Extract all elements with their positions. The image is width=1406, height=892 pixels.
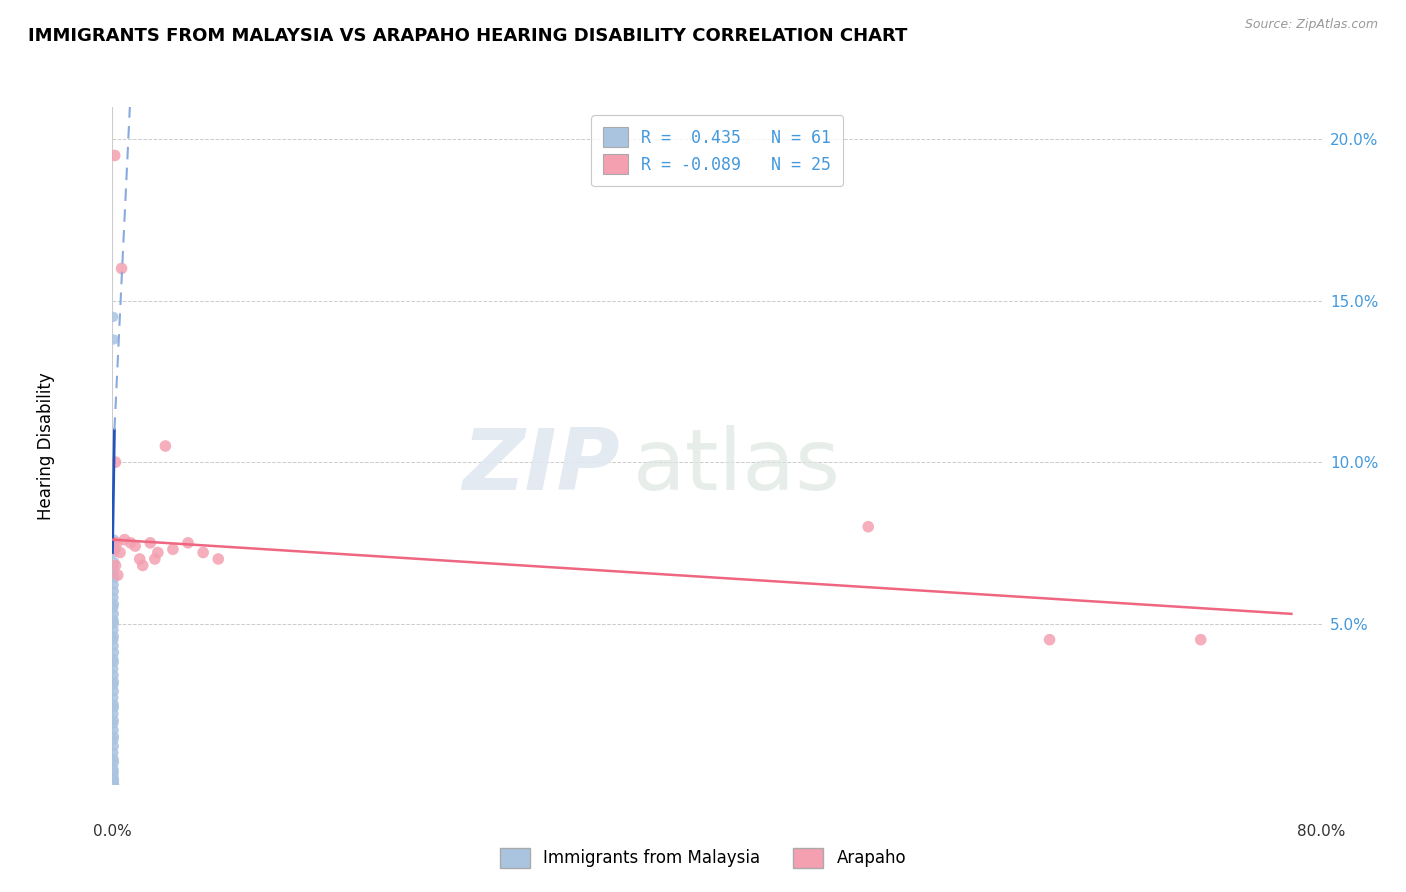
Point xyxy=(103,333,125,347)
Point xyxy=(191,545,215,559)
Point xyxy=(132,558,155,573)
Text: IMMIGRANTS FROM MALAYSIA VS ARAPAHO HEARING DISABILITY CORRELATION CHART: IMMIGRANTS FROM MALAYSIA VS ARAPAHO HEAR… xyxy=(28,27,907,45)
Point xyxy=(103,778,125,792)
Point xyxy=(103,310,125,324)
Point xyxy=(103,777,125,791)
Point xyxy=(104,558,127,573)
Text: 80.0%: 80.0% xyxy=(1298,823,1346,838)
Text: Hearing Disability: Hearing Disability xyxy=(37,372,55,520)
Point xyxy=(103,775,125,789)
Point xyxy=(177,536,200,550)
Point xyxy=(103,571,125,585)
Point xyxy=(103,674,125,689)
Point xyxy=(120,536,142,550)
Point xyxy=(103,533,125,547)
Point xyxy=(103,639,125,653)
Point xyxy=(103,777,125,791)
Point xyxy=(103,652,125,666)
Point xyxy=(128,552,150,566)
Legend: R =  0.435   N = 61, R = -0.089   N = 25: R = 0.435 N = 61, R = -0.089 N = 25 xyxy=(592,115,842,186)
Point xyxy=(103,646,125,660)
Point xyxy=(103,714,125,728)
Point xyxy=(103,756,125,770)
Point xyxy=(103,777,125,791)
Point xyxy=(103,762,125,776)
Point xyxy=(103,536,125,550)
Point xyxy=(103,723,125,737)
Text: atlas: atlas xyxy=(633,425,841,508)
Point xyxy=(103,778,125,792)
Point xyxy=(1189,632,1212,647)
Point xyxy=(104,542,127,557)
Point xyxy=(103,772,125,786)
Point xyxy=(103,768,125,782)
Point xyxy=(103,662,125,676)
Text: Source: ZipAtlas.com: Source: ZipAtlas.com xyxy=(1244,18,1378,31)
Point xyxy=(103,562,125,576)
Point xyxy=(103,777,125,791)
Point xyxy=(103,773,125,788)
Point xyxy=(103,778,125,792)
Point xyxy=(103,698,125,712)
Point xyxy=(103,600,125,615)
Point xyxy=(146,545,169,559)
Point xyxy=(103,584,125,599)
Text: 0.0%: 0.0% xyxy=(93,823,132,838)
Point xyxy=(103,746,125,760)
Point xyxy=(103,739,125,754)
Point xyxy=(103,613,125,627)
Point xyxy=(104,455,127,469)
Legend: Immigrants from Malaysia, Arapaho: Immigrants from Malaysia, Arapaho xyxy=(494,841,912,875)
Point xyxy=(103,555,125,569)
Point xyxy=(139,536,162,550)
Point xyxy=(103,778,125,792)
Point xyxy=(103,765,125,780)
Point xyxy=(103,655,125,669)
Point xyxy=(162,542,184,557)
Point xyxy=(103,690,125,705)
Point xyxy=(107,568,129,582)
Point xyxy=(108,545,131,559)
Point xyxy=(103,774,125,789)
Point xyxy=(103,568,125,582)
Point xyxy=(103,668,125,682)
Point xyxy=(103,732,125,747)
Point xyxy=(103,607,125,621)
Point xyxy=(155,439,177,453)
Point xyxy=(103,730,125,744)
Point xyxy=(103,776,125,790)
Point xyxy=(103,684,125,698)
Point xyxy=(103,578,125,592)
Point xyxy=(103,752,125,766)
Point xyxy=(103,542,125,557)
Point xyxy=(124,539,146,553)
Point xyxy=(103,536,125,550)
Point xyxy=(103,632,125,647)
Point xyxy=(103,630,125,644)
Point xyxy=(103,678,125,692)
Point xyxy=(103,716,125,731)
Point xyxy=(143,552,166,566)
Point xyxy=(105,536,128,550)
Point xyxy=(103,591,125,605)
Point xyxy=(103,778,125,792)
Point xyxy=(103,706,125,721)
Point xyxy=(103,700,125,714)
Point xyxy=(103,539,125,553)
Point xyxy=(103,545,125,559)
Point xyxy=(104,148,127,162)
Point xyxy=(858,519,880,533)
Point xyxy=(114,533,136,547)
Point xyxy=(207,552,229,566)
Point xyxy=(103,597,125,611)
Point xyxy=(1038,632,1062,647)
Point xyxy=(103,616,125,631)
Point xyxy=(103,623,125,637)
Point xyxy=(110,261,132,276)
Text: ZIP: ZIP xyxy=(463,425,620,508)
